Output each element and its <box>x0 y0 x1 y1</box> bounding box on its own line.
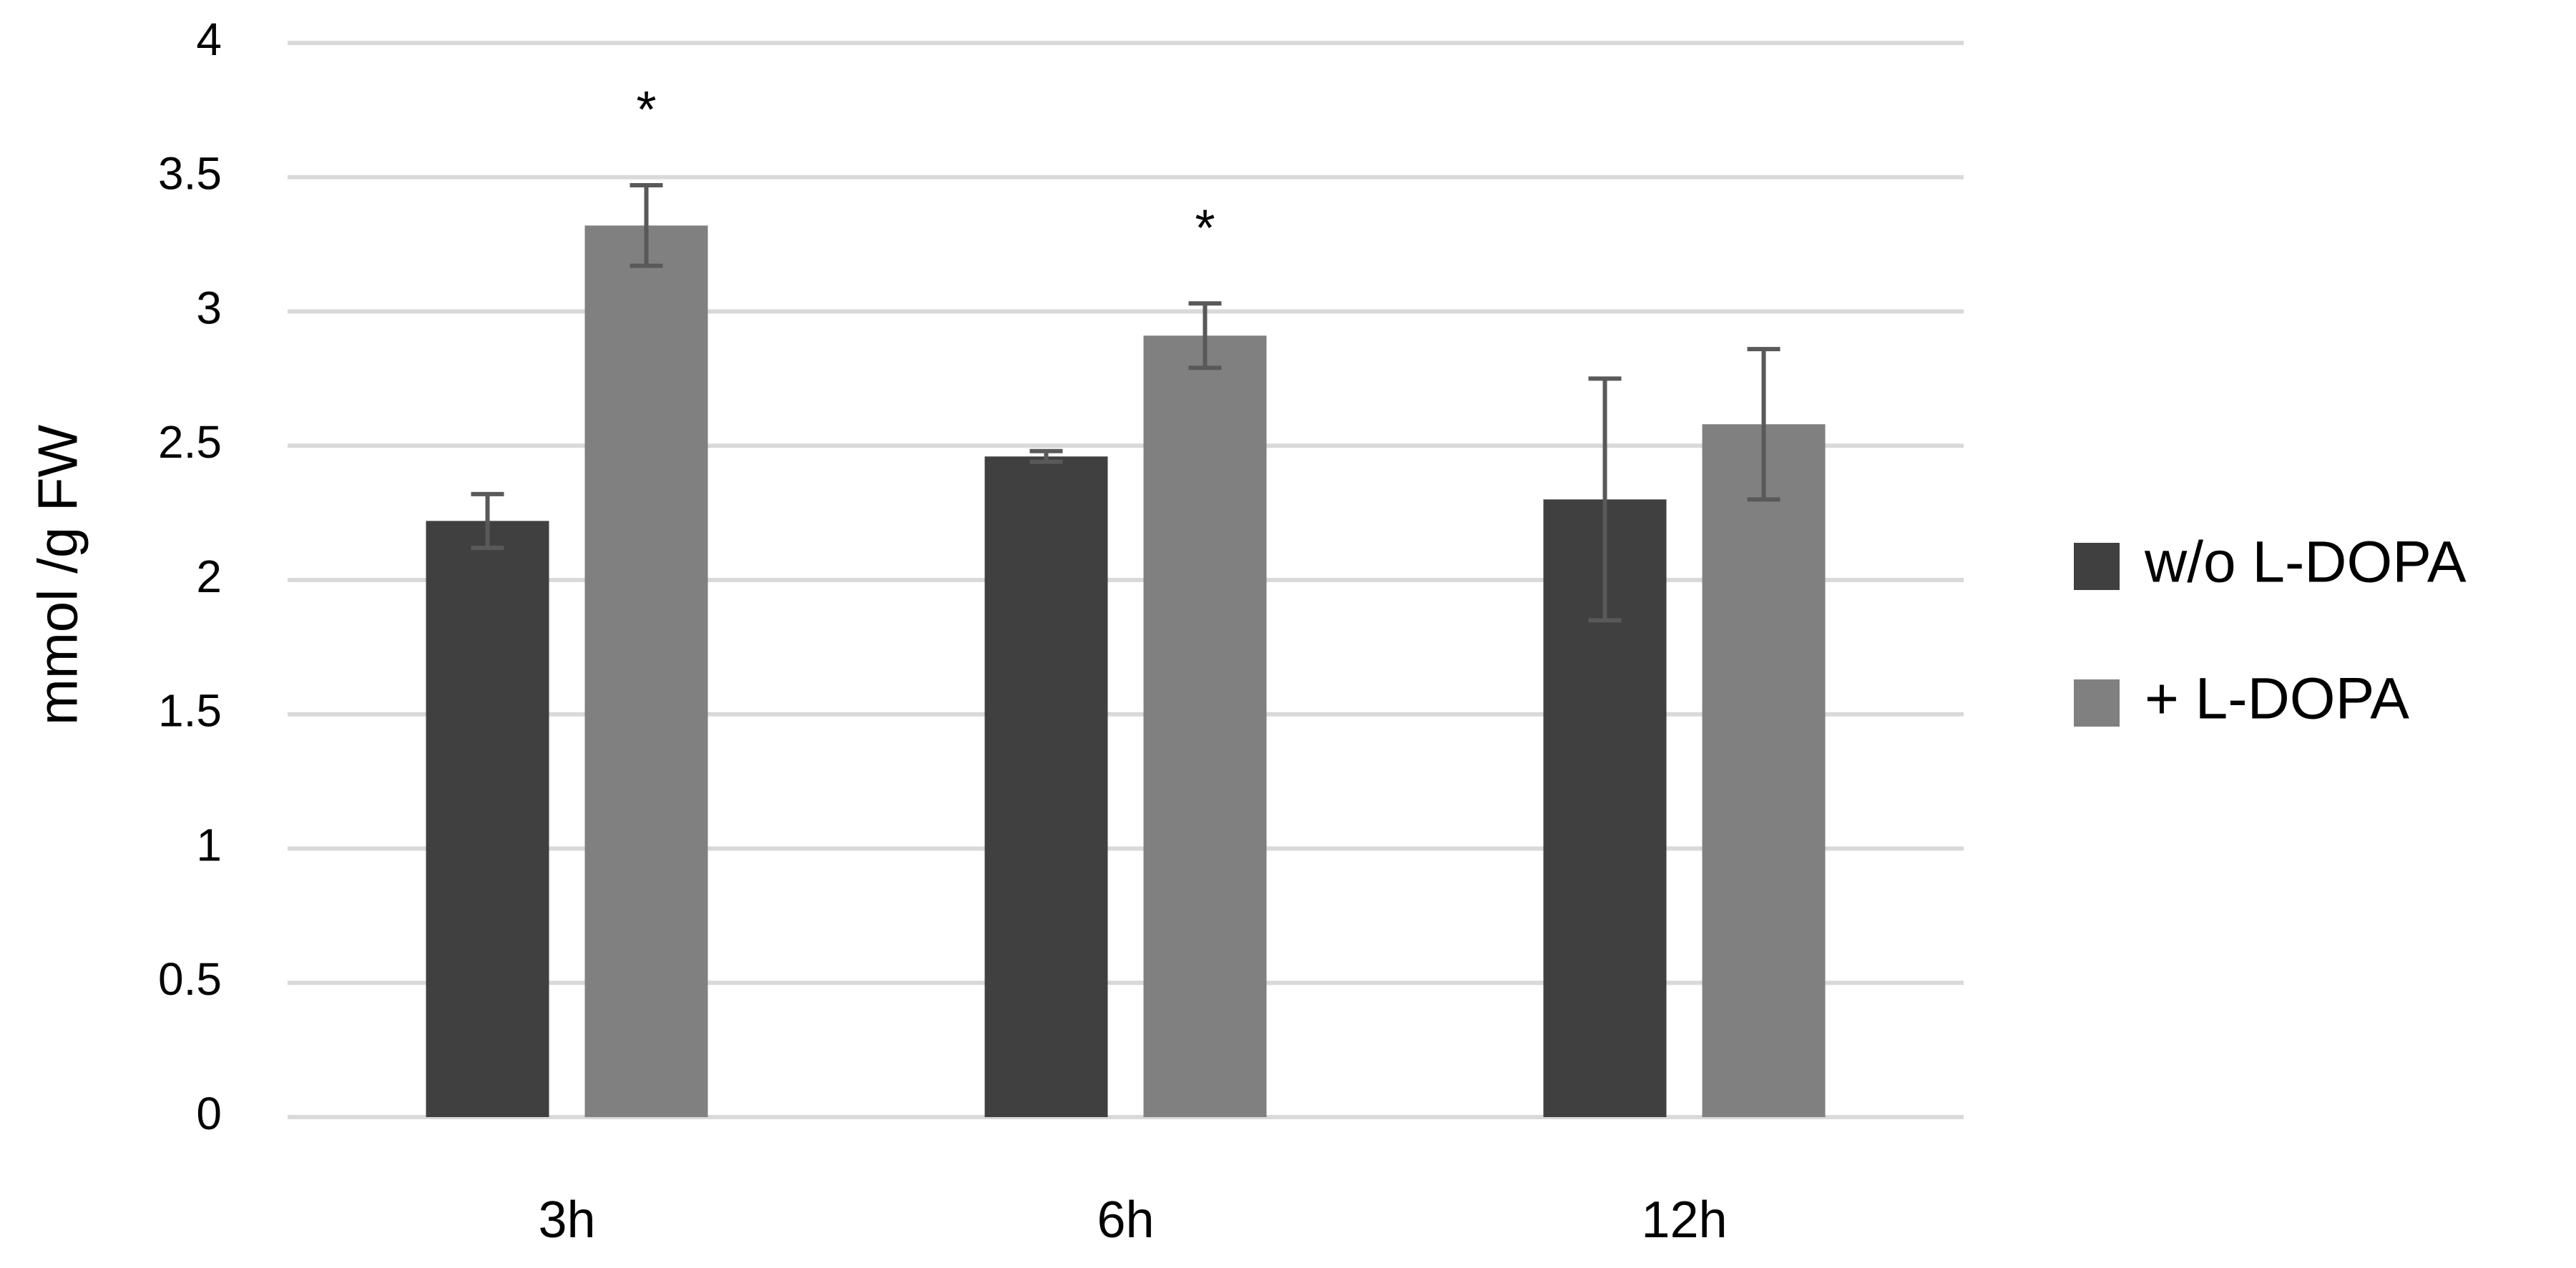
error-bar <box>1029 448 1063 464</box>
y-axis-title: mmol /g FW <box>26 424 89 725</box>
significance-mark: * <box>1195 200 1215 257</box>
y-tick-label: 4 <box>196 14 222 65</box>
y-tick-label: 1.5 <box>158 685 222 737</box>
bar <box>426 521 549 1117</box>
error-bar <box>1588 376 1622 623</box>
y-tick-label: 0.5 <box>158 953 222 1005</box>
bar <box>1143 335 1267 1117</box>
bar <box>1702 424 1826 1117</box>
x-tick-label: 12h <box>1641 1191 1727 1249</box>
error-bar <box>1188 301 1222 370</box>
bar <box>584 225 708 1118</box>
legend-swatch <box>2074 679 2120 727</box>
legend-label: + L-DOPA <box>2145 667 2409 732</box>
y-tick-label: 0 <box>196 1088 222 1139</box>
y-tick-label: 1 <box>196 819 222 870</box>
x-tick-label: 3h <box>538 1191 595 1249</box>
significance-mark: * <box>636 82 656 139</box>
error-bar <box>1747 347 1781 502</box>
y-tick-label: 3 <box>196 282 222 333</box>
x-tick-label: 6h <box>1097 1191 1154 1249</box>
y-tick-label: 2.5 <box>158 416 222 468</box>
bar <box>984 456 1108 1117</box>
y-tick-label: 2 <box>196 551 222 602</box>
error-bar <box>630 183 663 268</box>
legend-swatch <box>2074 543 2120 590</box>
legend-label: w/o L-DOPA <box>2144 530 2467 595</box>
y-tick-label: 3.5 <box>158 148 222 200</box>
error-bar <box>471 491 504 550</box>
